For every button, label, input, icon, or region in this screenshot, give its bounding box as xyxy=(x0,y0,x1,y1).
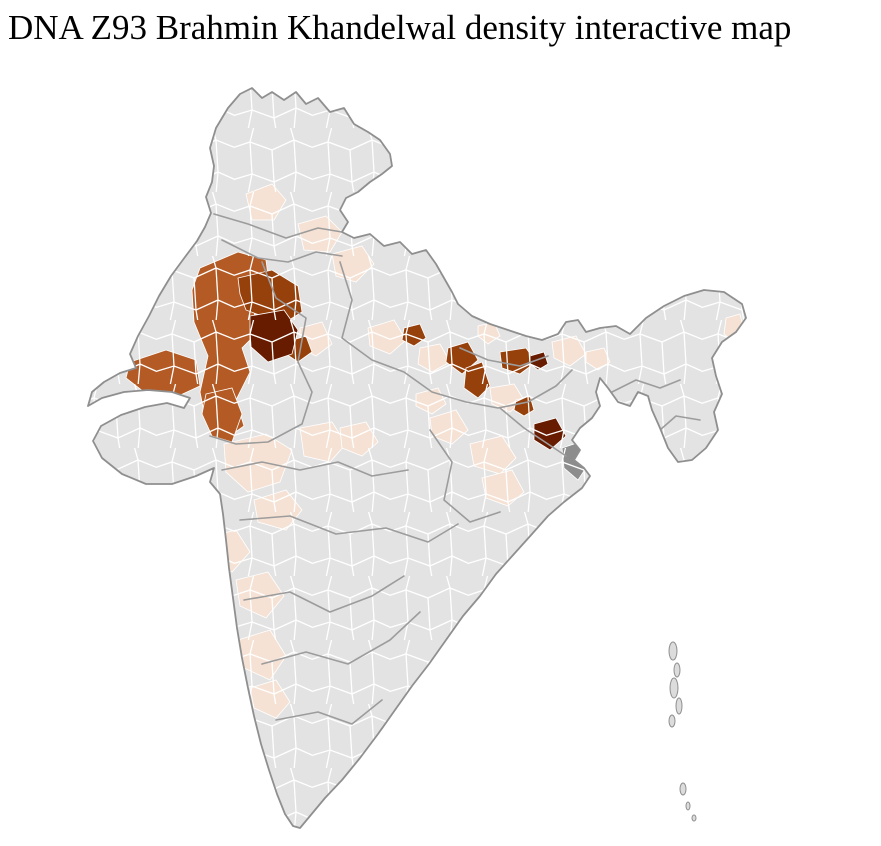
page-title: DNA Z93 Brahmin Khandelwal density inter… xyxy=(8,8,792,47)
district-mesh xyxy=(88,88,746,828)
andaman-islands xyxy=(668,641,697,822)
state-borders xyxy=(209,213,701,725)
